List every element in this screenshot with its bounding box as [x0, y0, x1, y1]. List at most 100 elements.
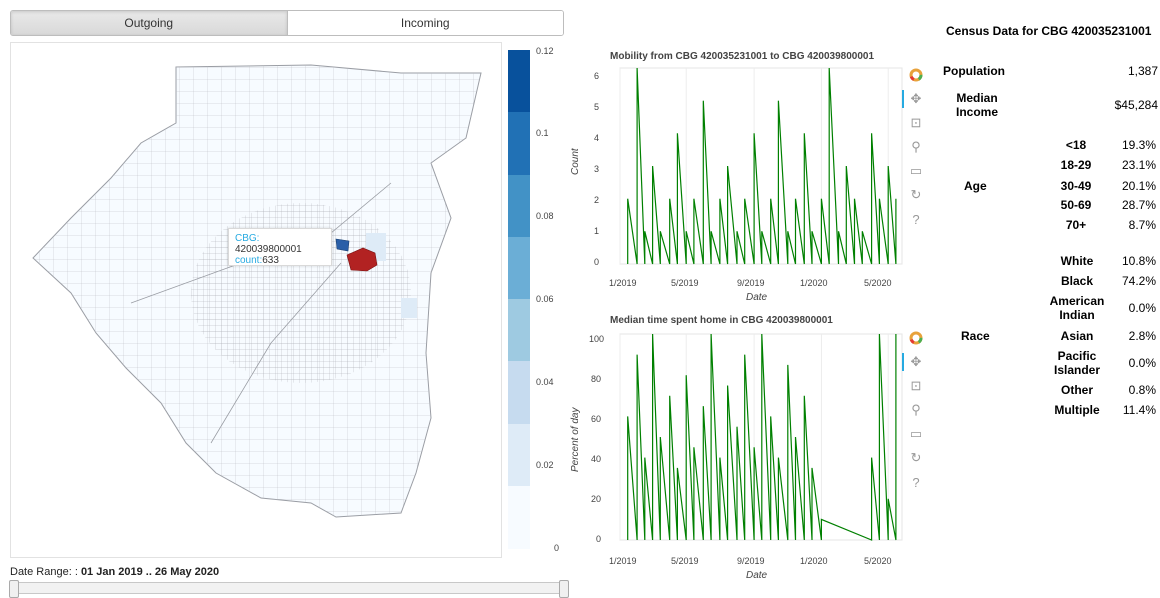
map-tooltip: CBG: 420039800001 count:633: [228, 228, 332, 266]
bokeh-logo-icon[interactable]: [907, 329, 925, 347]
plot1-ytick: 3: [594, 164, 600, 174]
slider-end-handle[interactable]: [559, 580, 569, 598]
age-bracket-label: 18-29: [1060, 158, 1092, 172]
plot2-ytick: 20: [591, 494, 602, 504]
race-label-item: Pacific Islander: [1044, 349, 1110, 377]
race-label-item: White: [1060, 254, 1094, 268]
race-value: 10.8%: [1121, 254, 1156, 268]
plot2-xtick: 5/2020: [864, 556, 892, 566]
race-label-item: Black: [1060, 274, 1094, 288]
wheel-zoom-icon[interactable]: ⚲: [911, 139, 921, 154]
colorbar-tick: 0.12: [536, 46, 554, 56]
age-bracket-value: 23.1%: [1121, 158, 1156, 172]
income-value: $45,284: [1114, 98, 1158, 112]
age-bracket-value: 19.3%: [1121, 138, 1156, 152]
colorbar-tick: 0.1: [536, 128, 549, 138]
age-bracket-value: 8.7%: [1128, 218, 1156, 232]
pan-icon[interactable]: ✥: [902, 353, 925, 371]
census-block-map[interactable]: [10, 42, 502, 558]
tooltip-cbg-label: CBG:: [235, 233, 260, 244]
date-range-title: Date Range: :: [10, 566, 78, 578]
pan-icon[interactable]: ✥: [902, 90, 925, 108]
race-value: 0.8%: [1128, 383, 1156, 397]
save-icon[interactable]: ▭: [909, 163, 923, 178]
colorbar-segment: [508, 112, 530, 175]
colorbar-segment: [508, 423, 530, 487]
race-label: Race: [961, 329, 990, 343]
highlighted-source-cbg[interactable]: [335, 238, 350, 252]
age-bracket-label: <18: [1065, 138, 1087, 152]
race-label-line2: Islander: [1053, 363, 1101, 377]
tooltip-count-value: 633: [262, 255, 279, 266]
plot2-ytick: 0: [596, 534, 602, 544]
series-line: [627, 333, 897, 541]
age-bracket-label: 30-49: [1060, 179, 1092, 193]
race-label-item: Multiple: [1054, 403, 1100, 417]
county-map-svg[interactable]: [11, 43, 501, 557]
box-zoom-icon[interactable]: ⊡: [910, 378, 922, 393]
series-line: [627, 67, 897, 265]
tooltip-count-label: count:: [235, 255, 263, 266]
colorbar-segment: [508, 361, 530, 424]
race-value: 0.0%: [1128, 301, 1156, 315]
highlighted-target-cbg[interactable]: [346, 247, 378, 272]
colorbar-segment: [508, 236, 530, 300]
plot2-xtick: 1/2020: [800, 556, 828, 566]
race-label-item: American Indian: [1044, 294, 1110, 322]
colorbar-tick: 0.06: [536, 294, 554, 304]
colorbar-tick: 0.04: [536, 377, 554, 387]
race-label-line1: Pacific: [1057, 349, 1097, 363]
slider-start-handle[interactable]: [9, 580, 19, 598]
race-label-line2: Indian: [1059, 308, 1095, 322]
save-icon[interactable]: ▭: [909, 426, 923, 441]
plot1-xtick: 1/2020: [800, 278, 828, 288]
colorbar-segment: [508, 485, 530, 549]
plot1-ytick: 2: [594, 195, 600, 205]
race-label-line1: American: [1049, 294, 1105, 308]
plot1-xlabel: Date: [746, 292, 768, 303]
tab-outgoing[interactable]: Outgoing: [11, 11, 288, 35]
population-value: 1,387: [1127, 64, 1158, 78]
plot1-ylabel: Count: [570, 148, 581, 175]
population-label: Population: [943, 64, 1005, 78]
color-bar: [508, 50, 530, 549]
race-value: 2.8%: [1128, 329, 1156, 343]
race-label-item: Other: [1060, 383, 1093, 397]
income-label: Median Income: [944, 91, 1010, 119]
plot2-title: Median time spent home in CBG 4200398000…: [610, 315, 833, 326]
plot1-ytick: 1: [594, 226, 600, 236]
wheel-zoom-icon[interactable]: ⚲: [911, 402, 921, 417]
time-home-plot[interactable]: [604, 330, 904, 552]
plot1-xtick: 5/2020: [864, 278, 892, 288]
help-icon[interactable]: ?: [912, 211, 920, 227]
plot-frame: [619, 67, 903, 265]
date-range-slider[interactable]: [9, 580, 569, 598]
reset-icon[interactable]: ↻: [910, 187, 922, 202]
age-bracket-label: 70+: [1065, 218, 1087, 232]
bokeh-logo-icon[interactable]: [907, 66, 925, 84]
plot1-xtick: 1/2019: [609, 278, 637, 288]
plot1-xtick: 5/2019: [671, 278, 699, 288]
date-range-label: Date Range: : 01 Jan 2019 .. 26 May 2020: [10, 566, 219, 578]
plot2-toolbar: ✥ ⊡ ⚲ ▭ ↻ ?: [902, 329, 927, 497]
plot2-ytick: 80: [591, 374, 602, 384]
race-label-item: Asian: [1060, 329, 1094, 343]
plot2-ytick: 100: [589, 334, 605, 344]
plot1-ytick: 6: [594, 71, 600, 81]
income-label-line2: Income: [955, 105, 998, 119]
tab-incoming[interactable]: Incoming: [287, 11, 563, 35]
reset-icon[interactable]: ↻: [910, 450, 922, 465]
tooltip-cbg-value: 420039800001: [235, 244, 302, 255]
plot1-ytick: 5: [594, 102, 600, 112]
mobility-plot[interactable]: [604, 64, 904, 270]
light-region: [401, 298, 417, 318]
box-zoom-icon[interactable]: ⊡: [910, 115, 922, 130]
colorbar-segment: [508, 299, 530, 362]
colorbar-tick: 0.02: [536, 460, 554, 470]
census-title: Census Data for CBG 420035231001: [946, 24, 1152, 38]
plot2-xtick: 1/2019: [609, 556, 637, 566]
colorbar-tick: 0: [554, 543, 560, 553]
plot1-ytick: 4: [594, 133, 600, 143]
colorbar-segment: [508, 174, 530, 238]
help-icon[interactable]: ?: [912, 474, 920, 490]
